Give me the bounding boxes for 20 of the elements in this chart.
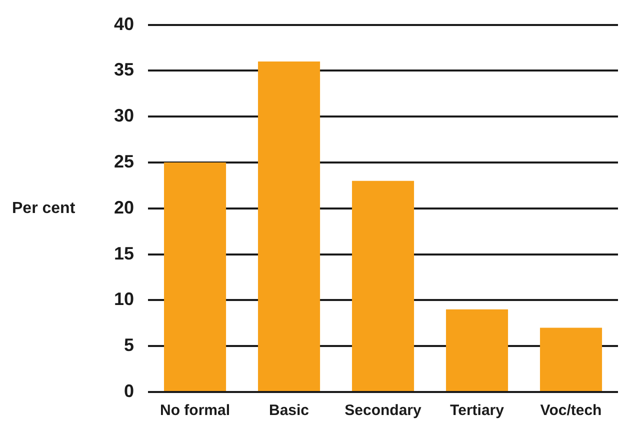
bar — [446, 309, 508, 391]
y-tick-label: 40 — [114, 14, 134, 34]
bar — [258, 62, 320, 391]
y-tick-label: 20 — [114, 197, 134, 218]
bar — [540, 328, 602, 391]
bar — [164, 162, 226, 391]
y-tick-label: 5 — [124, 335, 134, 356]
x-tick-label: Secondary — [344, 402, 422, 420]
y-tick-label: 0 — [124, 380, 134, 401]
y-tick-label: 15 — [114, 243, 134, 264]
bar — [352, 180, 414, 391]
x-tick-label: Tertiary — [450, 402, 505, 420]
y-tick-label: 25 — [114, 151, 134, 172]
x-tick-label: Basic — [269, 402, 310, 420]
y-tick-label: 35 — [114, 60, 134, 80]
y-tick-label: 30 — [114, 106, 134, 126]
x-tick-label: No formal — [160, 402, 230, 420]
y-tick-label: 10 — [114, 289, 134, 310]
y-axis-title: Per cent — [12, 200, 76, 217]
x-tick-label: Voc/tech — [540, 402, 602, 420]
